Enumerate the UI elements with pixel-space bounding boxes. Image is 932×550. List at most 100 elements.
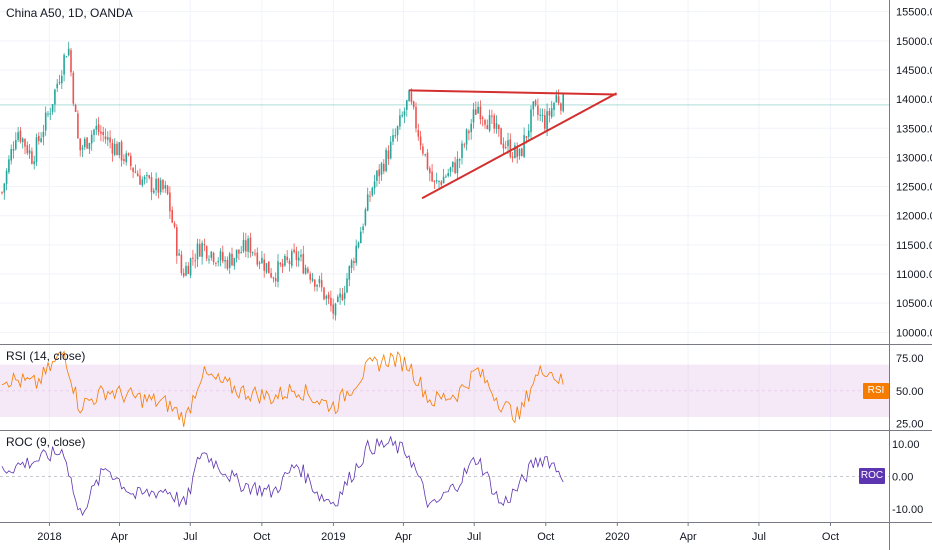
candle-body (360, 231, 362, 244)
candle-body (178, 253, 180, 256)
candle-body (392, 135, 394, 142)
candle-body (40, 138, 42, 142)
candle-body (212, 252, 215, 263)
roc-y-tick-label: 10.00 (892, 439, 920, 451)
candle-body (3, 183, 6, 193)
candle-body (332, 304, 334, 314)
rsi-y-tick-label: 50.00 (896, 386, 924, 398)
candle-body (560, 103, 562, 111)
candle-body (86, 137, 88, 149)
candle-body (323, 287, 325, 300)
candle-body (410, 92, 413, 103)
candle-body (5, 170, 8, 184)
candle-body (461, 143, 463, 159)
candle-body (424, 154, 426, 156)
candle-body (150, 177, 153, 193)
roc-y-tick-label: 0.00 (892, 472, 913, 484)
candle-body (422, 146, 424, 154)
candle-body (452, 161, 454, 168)
candle-body (49, 113, 52, 115)
y-tick-label: 11500.0 (896, 240, 932, 252)
candle-body (346, 278, 348, 293)
x-tick-label: 2018 (37, 531, 61, 543)
candle-body (155, 178, 157, 191)
candle-body (247, 238, 249, 252)
candle-body (157, 178, 160, 193)
candle-body (231, 253, 233, 266)
candle-body (88, 142, 91, 150)
candle-body (544, 115, 546, 129)
candle-body (58, 82, 61, 84)
x-tick-label: Oct (822, 531, 839, 543)
trendline (408, 89, 617, 96)
candle-body (500, 128, 502, 145)
candle-body (196, 243, 199, 260)
candle-body (429, 168, 431, 174)
candle-body (146, 175, 148, 177)
candle-body (222, 252, 224, 262)
candle-body (304, 267, 307, 274)
candle-body (199, 244, 201, 257)
candle-body (458, 159, 461, 161)
y-tick-label: 12000.0 (896, 211, 932, 223)
candle-body (44, 112, 47, 131)
candle-body (10, 149, 12, 161)
roc-y-axis: 10.00 0.00 -10.00 (892, 439, 923, 516)
candle-body (316, 284, 318, 287)
y-tick-label: 13500.0 (896, 123, 932, 135)
candle-body (442, 176, 445, 184)
candle-body (284, 255, 286, 266)
candle-body (555, 95, 558, 103)
candle-body (550, 108, 553, 117)
candle-body (355, 245, 357, 263)
candle-body (127, 153, 130, 156)
candle-body (366, 194, 369, 211)
candle-body (530, 109, 532, 133)
candle-body (187, 265, 190, 275)
trendline (421, 92, 618, 200)
candle-body (514, 145, 516, 158)
candle-body (523, 135, 525, 157)
candle-body (139, 175, 141, 185)
candle-body (417, 129, 420, 137)
candle-body (111, 142, 114, 154)
candle-body (396, 126, 399, 136)
candle-body (293, 249, 295, 253)
candle-body (337, 296, 339, 302)
candle-body (380, 163, 383, 175)
candle-body (219, 251, 222, 261)
candle-body (268, 261, 270, 274)
candle-body (534, 100, 537, 105)
candle-body (215, 262, 217, 264)
candle-body (507, 140, 509, 147)
y-tick-label: 12500.0 (896, 182, 932, 194)
candle-body (123, 159, 125, 161)
candle-body (525, 136, 528, 138)
candle-body (235, 249, 238, 259)
candle-body (320, 280, 323, 288)
candle-body (348, 266, 351, 280)
candle-body (493, 115, 495, 129)
candle-body (95, 125, 98, 130)
candle-body (228, 253, 231, 268)
candle-body (265, 263, 268, 273)
candle-body (314, 279, 316, 287)
candle-body (100, 131, 102, 134)
candle-body (93, 129, 95, 135)
y-tick-label: 14000.0 (896, 94, 932, 106)
candle-body (159, 180, 162, 193)
candle-body (90, 134, 93, 144)
candle-body (51, 104, 54, 112)
candle-body (399, 115, 401, 127)
y-tick-label: 14500.0 (896, 65, 932, 77)
candle-body (79, 138, 81, 151)
candle-body (521, 148, 523, 156)
candle-body (251, 252, 254, 254)
candle-body (353, 261, 355, 264)
candle-body (463, 144, 466, 146)
candle-body (192, 257, 194, 259)
candle-body (286, 256, 288, 261)
candle-body (171, 210, 173, 223)
candle-body (277, 261, 279, 282)
candle-body (495, 123, 498, 129)
